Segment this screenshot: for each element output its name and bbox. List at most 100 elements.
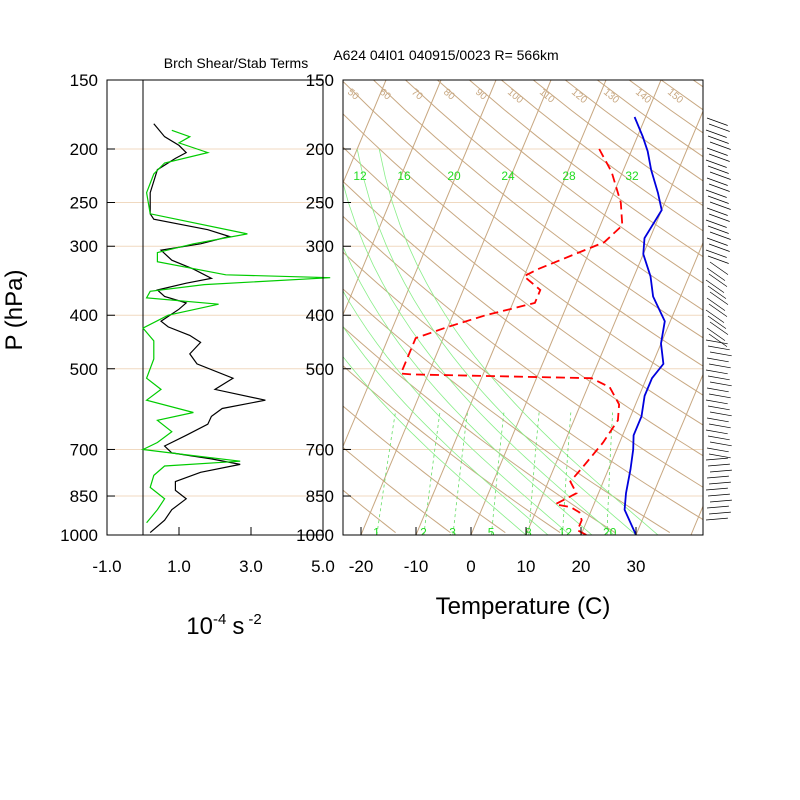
isotherm: [525, 109, 703, 535]
wind-barb: [709, 351, 732, 357]
right-x-tick-label: -20: [349, 557, 374, 576]
moist-adiabat-label: 20: [447, 169, 461, 183]
wind-barb: [706, 207, 728, 216]
wind-barb: [706, 117, 728, 126]
wind-barb: [706, 357, 729, 363]
wind-barb: [705, 399, 728, 405]
wind-barb: [706, 475, 729, 479]
mixing-ratio-line: [376, 412, 396, 535]
dry-adiabat: [373, 80, 703, 339]
wind-barb: [706, 177, 728, 186]
left-y-tick-label: 200: [70, 140, 98, 159]
wind-barb: [706, 237, 728, 246]
right-y-tick-label: 700: [306, 440, 334, 459]
x-label-exp2: -2: [248, 611, 261, 628]
wind-barb: [705, 189, 727, 198]
wind-barb: [705, 249, 727, 258]
wind-barb: [708, 511, 731, 515]
x-label-exp1: -4: [213, 611, 226, 628]
moist-adiabat: [343, 325, 549, 535]
moist-adiabat: [343, 356, 527, 535]
wind-barb: [709, 321, 729, 335]
wind-barb: [706, 505, 729, 509]
right-y-tick-label: 200: [306, 140, 334, 159]
dry-adiabat: [343, 365, 561, 534]
right-panel-title: A624 04I01 040915/0023 R= 566km: [333, 47, 558, 63]
left-x-tick-label: -1.0: [92, 557, 121, 576]
temperature-profile: [623, 116, 666, 535]
wind-barb: [705, 487, 728, 491]
isotherm: [415, 80, 607, 535]
mixing-ratio-line: [491, 412, 505, 535]
mixing-ratio-label: 3: [449, 526, 456, 540]
right-y-tick-label: 1000: [296, 526, 334, 545]
wind-barb: [706, 267, 726, 281]
right-y-tick-label: 300: [306, 237, 334, 256]
mixing-ratio-line: [562, 412, 572, 535]
wind-barb: [709, 141, 731, 150]
left-y-tick-label: 500: [70, 360, 98, 379]
wind-barb: [709, 261, 729, 275]
moist-adiabat: [343, 181, 615, 535]
right-frame: [342, 79, 704, 536]
dry-adiabat: [343, 326, 616, 534]
wind-barb: [708, 481, 731, 485]
mixing-ratio-line: [452, 412, 468, 535]
wind-barb: [708, 243, 730, 252]
right-y-tick-label: 500: [306, 360, 334, 379]
left-x-tick-label: 3.0: [239, 557, 263, 576]
dry-adiabat: [437, 80, 703, 284]
wind-barb: [709, 291, 729, 305]
left-frame: [106, 79, 324, 536]
wind-barb: [707, 405, 730, 411]
mixing-ratio-label: 8: [525, 526, 532, 540]
right-x-tick-label: 30: [627, 557, 646, 576]
wind-barb: [709, 171, 731, 180]
wind-barb: [707, 255, 729, 264]
wind-barb: [705, 279, 725, 293]
wind-barb: [708, 303, 728, 317]
x-label-base: 10: [186, 613, 213, 640]
mixing-ratio-line: [528, 412, 540, 535]
wind-barb: [707, 315, 727, 329]
wind-barb: [708, 183, 730, 192]
temperature-axis-label: Temperature (C): [436, 593, 611, 620]
wind-barb: [708, 273, 728, 287]
dry-adiabat: [343, 80, 703, 367]
wind-barb: [705, 429, 728, 435]
wind-barb: [706, 297, 726, 311]
mixing-ratio-label: 5: [488, 526, 495, 540]
right-y-tick-label: 400: [306, 306, 334, 325]
y-axis-label: P (hPa): [1, 270, 28, 351]
wind-barb: [709, 469, 732, 473]
wind-barb: [706, 327, 726, 341]
dry-adiabat: [343, 405, 506, 534]
wind-barb: [707, 375, 730, 381]
x-label-unit: s: [232, 613, 244, 640]
wind-barb: [709, 381, 732, 387]
right-x-tick-label: 10: [517, 557, 536, 576]
wind-barb: [708, 333, 728, 347]
wind-barb: [705, 457, 728, 461]
dry-adiabat: [343, 446, 451, 534]
dry-adiabat: [469, 80, 703, 258]
wind-barb: [708, 153, 730, 162]
right-y-tick-label: 150: [306, 71, 334, 90]
wind-barb: [705, 309, 725, 323]
left-panel: 150 200 250 300 400 500 700 850 1000 -1.0 1.0 3.0 5.…: [60, 71, 335, 576]
left-y-tick-label: 1000: [60, 526, 98, 545]
wind-barb: [707, 463, 730, 467]
wind-barb: [707, 345, 730, 351]
wind-barb: [705, 339, 728, 345]
wind-barb: [708, 423, 731, 429]
dry-adiabat: [343, 113, 703, 396]
left-x-tick-label: 5.0: [311, 557, 335, 576]
right-y-tick-label: 850: [306, 487, 334, 506]
wind-barb: [708, 393, 731, 399]
left-y-tick-label: 700: [70, 440, 98, 459]
wind-barb: [706, 417, 729, 423]
wind-barb: [708, 123, 730, 132]
moist-adiabat-label: 16: [397, 169, 411, 183]
dewpoint-profile: [399, 148, 624, 535]
right-x-tick-label: 20: [572, 557, 591, 576]
